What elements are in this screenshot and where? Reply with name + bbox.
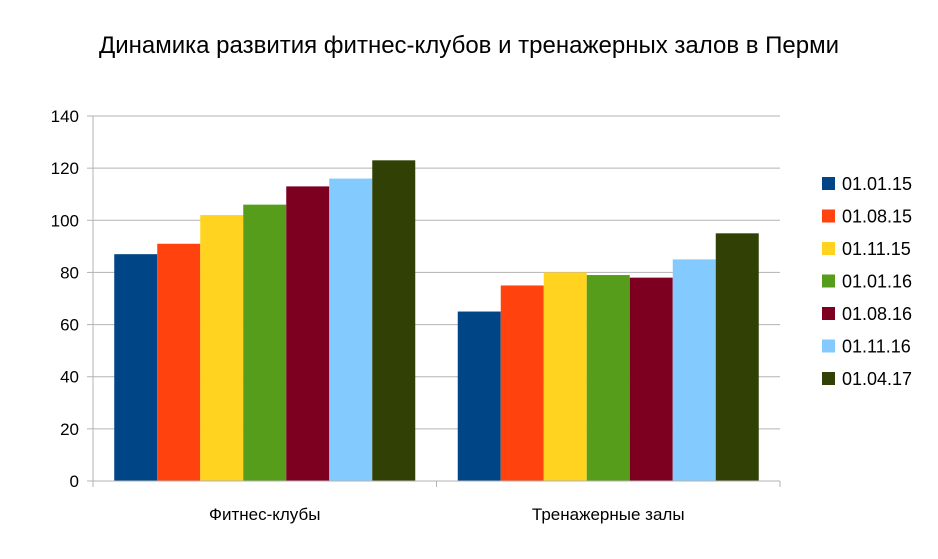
bar [372, 160, 416, 482]
y-tick-label: 80 [60, 263, 79, 282]
legend-label: 01.08.16 [842, 304, 912, 324]
legend-label: 01.01.15 [842, 174, 912, 194]
legend-label: 01.11.15 [842, 239, 911, 259]
bar [243, 204, 287, 481]
y-tick-label: 120 [51, 159, 79, 178]
bar [500, 285, 544, 481]
y-tick-label: 0 [70, 472, 79, 491]
legend-swatch [822, 242, 835, 255]
legend-label: 01.11.16 [842, 337, 911, 357]
bar [672, 259, 716, 481]
y-tick-label: 60 [60, 316, 79, 335]
x-tick-label: Фитнес-клубы [209, 505, 320, 524]
y-tick-label: 140 [51, 107, 79, 126]
x-tick-label: Тренажерные залы [532, 505, 685, 524]
bar [329, 178, 373, 482]
legend-swatch [822, 274, 835, 288]
chart-title: Динамика развития фитнес-клубов и тренаж… [99, 32, 839, 59]
bar [200, 215, 244, 482]
legend-swatch [822, 177, 835, 190]
legend-swatch [822, 209, 835, 223]
bar [457, 311, 501, 481]
legend-swatch [822, 339, 835, 353]
legend-label: 01.04.17 [842, 369, 912, 389]
y-tick-label: 100 [51, 211, 79, 230]
y-tick-label: 40 [60, 368, 79, 387]
bar [114, 254, 158, 481]
legend: 01.01.15 01.08.15 01.11.15 01.01.16 01.08.16… [822, 174, 912, 389]
bar [543, 272, 587, 481]
legend-label: 01.01.16 [842, 272, 912, 292]
y-tick-label: 20 [60, 420, 79, 439]
bar [586, 275, 630, 481]
legend-swatch [822, 307, 835, 320]
legend-label: 01.08.15 [842, 207, 912, 227]
bar [157, 243, 201, 481]
bar [286, 186, 330, 481]
bar [715, 233, 759, 481]
bar [629, 277, 673, 481]
legend-swatch [822, 372, 835, 385]
